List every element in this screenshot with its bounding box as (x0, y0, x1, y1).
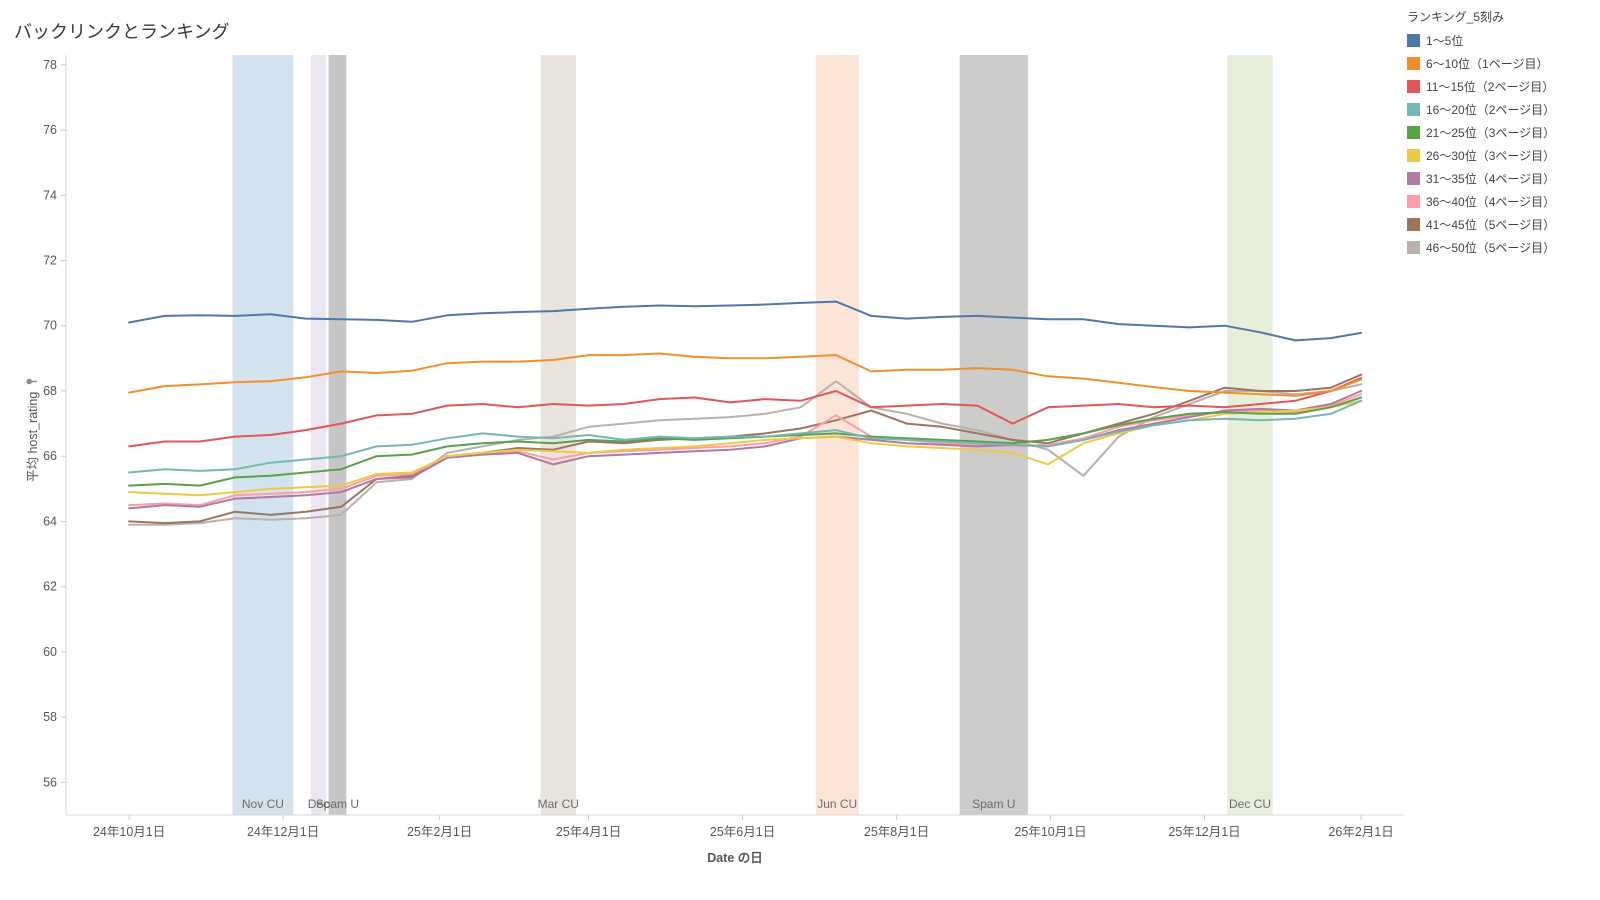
series-line[interactable] (128, 373, 1363, 525)
x-tick-label: 25年10月1日 (1014, 825, 1086, 839)
legend-item[interactable]: 1〜5位 (1407, 32, 1597, 49)
y-tick-label: 78 (43, 58, 57, 72)
x-tick-label: 25年8月1日 (864, 825, 929, 839)
chart-title: バックリンクとランキング (14, 22, 230, 42)
y-tick-label: 64 (43, 514, 57, 528)
plot-area[interactable]: 56 58 60 62 64 66 68 70 72 74 76 78 24年10月1日 24年12月1日… (0, 0, 1410, 880)
legend-label: 36〜40位（4ページ目） (1426, 195, 1556, 209)
legend-swatch (1407, 195, 1420, 208)
x-tick-label: 25年4月1日 (556, 825, 621, 839)
legend-swatch (1407, 172, 1420, 185)
series-line[interactable] (128, 390, 1363, 510)
update-band-label: Mar CU (538, 797, 579, 811)
x-tick-label: 25年2月1日 (407, 825, 472, 839)
legend-swatch (1407, 34, 1420, 47)
legend-label: 11〜15位（2ページ目） (1426, 80, 1555, 94)
update-band-label: Jun CU (817, 797, 857, 811)
update-band-label: Dec (308, 797, 329, 811)
x-axis-title: Date の日 (707, 851, 763, 865)
legend-swatch (1407, 218, 1420, 231)
y-tick-label: 76 (43, 123, 57, 137)
legend-label: 21〜25位（3ページ目） (1426, 126, 1556, 140)
legend-label: 31〜35位（4ページ目） (1426, 172, 1556, 186)
series-line[interactable] (128, 300, 1363, 342)
update-band-label: Dec CU (1229, 797, 1271, 811)
axis-pin-icon[interactable] (26, 376, 37, 387)
legend-label: 46〜50位（5ページ目） (1426, 241, 1556, 255)
update-band-label: Nov CU (242, 797, 284, 811)
update-band-label: Spam U (316, 797, 359, 811)
x-tick-label: 25年6月1日 (710, 825, 775, 839)
y-tick-label: 74 (43, 188, 57, 202)
legend-label: 1〜5位 (1426, 34, 1464, 48)
legend: ランキング_5刻み 1〜5位 6〜10位（1ページ目） 11〜15位（2ページ目） 1… (1407, 8, 1597, 262)
legend-item[interactable]: 36〜40位（4ページ目） (1407, 193, 1597, 210)
series-line[interactable] (128, 399, 1363, 474)
y-tick-label: 68 (43, 384, 57, 398)
y-tick-label: 60 (43, 645, 57, 659)
x-tick-label: 25年12月1日 (1168, 825, 1240, 839)
series-line[interactable] (128, 352, 1363, 397)
update-band (1227, 55, 1273, 815)
legend-items: 1〜5位 6〜10位（1ページ目） 11〜15位（2ページ目） 16〜20位（2ページ… (1407, 32, 1597, 256)
update-band-label: Spam U (972, 797, 1015, 811)
y-tick-label: 62 (43, 580, 57, 594)
legend-label: 16〜20位（2ページ目） (1426, 103, 1556, 117)
update-band (328, 55, 347, 815)
legend-swatch (1407, 103, 1420, 116)
y-tick-label: 72 (43, 253, 57, 267)
legend-label: 41〜45位（5ページ目） (1426, 218, 1556, 232)
legend-item[interactable]: 11〜15位（2ページ目） (1407, 78, 1597, 95)
series-line[interactable] (128, 376, 1363, 448)
legend-item[interactable]: 46〜50位（5ページ目） (1407, 239, 1597, 256)
legend-item[interactable]: 41〜45位（5ページ目） (1407, 216, 1597, 233)
x-tick-label: 24年10月1日 (93, 825, 165, 839)
legend-item[interactable]: 31〜35位（4ページ目） (1407, 170, 1597, 187)
series-line[interactable] (128, 380, 1363, 526)
y-tick-label: 56 (43, 775, 57, 789)
legend-label: 6〜10位（1ページ目） (1426, 57, 1549, 71)
update-band (310, 55, 326, 815)
x-tick-label: 26年2月1日 (1328, 825, 1393, 839)
legend-swatch (1407, 149, 1420, 162)
legend-swatch (1407, 57, 1420, 70)
legend-item[interactable]: 6〜10位（1ページ目） (1407, 55, 1597, 72)
legend-label: 26〜30位（3ページ目） (1426, 149, 1556, 163)
series-line[interactable] (128, 393, 1363, 507)
legend-item[interactable]: 21〜25位（3ページ目） (1407, 124, 1597, 141)
y-tick-label: 70 (43, 319, 57, 333)
y-tick-label: 58 (43, 710, 57, 724)
y-axis-title: 平均 host_rating (22, 376, 41, 482)
legend-swatch (1407, 126, 1420, 139)
y-tick-label: 66 (43, 449, 57, 463)
legend-item[interactable]: 16〜20位（2ページ目） (1407, 101, 1597, 118)
legend-swatch (1407, 80, 1420, 93)
x-tick-label: 24年12月1日 (247, 825, 319, 839)
legend-title: ランキング_5刻み (1407, 10, 1504, 24)
legend-item[interactable]: 26〜30位（3ページ目） (1407, 147, 1597, 164)
legend-swatch (1407, 241, 1420, 254)
